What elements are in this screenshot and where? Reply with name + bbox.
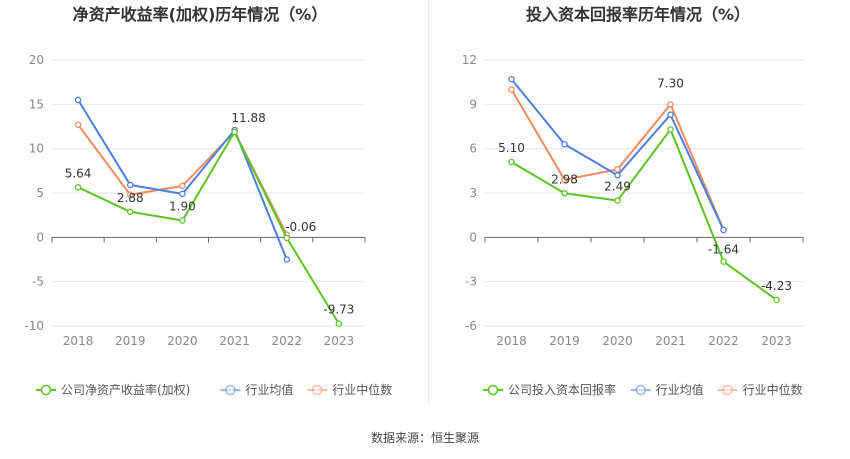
y-tick-label: -3 <box>465 275 477 289</box>
data-point <box>283 234 290 242</box>
data-point <box>720 226 727 234</box>
data-point <box>179 182 186 190</box>
y-tick-label: 5 <box>36 186 44 200</box>
legend-item[interactable]: 行业中位数 <box>332 382 392 397</box>
legend-marker <box>311 384 323 396</box>
data-source-footer: 数据来源：恒生聚源 <box>370 431 479 445</box>
x-tick-label: 2020 <box>602 334 633 348</box>
data-point <box>127 208 134 216</box>
y-tick-label: -6 <box>465 319 477 333</box>
data-point <box>561 176 568 183</box>
data-point <box>283 256 290 263</box>
data-point <box>667 126 674 133</box>
x-tick-label: 2018 <box>496 334 527 348</box>
data-point <box>74 121 82 128</box>
legend-item[interactable]: 行业均值 <box>656 382 704 397</box>
y-tick-label: 20 <box>29 53 44 67</box>
x-tick-label: 2020 <box>167 334 198 348</box>
y-tick-label: 6 <box>469 142 477 156</box>
x-tick-label: 2023 <box>324 334 355 348</box>
legend-marker <box>225 384 236 396</box>
data-point <box>74 96 82 104</box>
data-point <box>667 101 674 108</box>
y-tick-label: -5 <box>32 275 44 289</box>
y-tick-label: 15 <box>29 97 44 111</box>
x-tick-label: 2021 <box>655 334 686 348</box>
x-tick-label: 2019 <box>549 334 580 348</box>
legend-marker <box>722 384 733 396</box>
data-point <box>127 191 134 199</box>
data-label: 2.88 <box>117 191 144 205</box>
y-tick-label: 3 <box>469 186 477 200</box>
x-tick-label: 2023 <box>761 334 792 348</box>
y-tick-label: 10 <box>29 142 44 156</box>
legend-marker <box>487 384 499 396</box>
data-point <box>561 190 568 197</box>
data-point <box>127 181 134 189</box>
charts-canvas: 净资产收益率(加权)历年情况（%） -10 -5 0 5 10 15 20 2018 2019 20… <box>24 5 804 397</box>
data-label: 7.30 <box>657 76 684 90</box>
chart-title: 净资产收益率(加权)历年情况（%） <box>73 5 328 24</box>
legend-item[interactable]: 公司净资产收益率(加权) <box>61 382 190 397</box>
data-point <box>231 128 238 136</box>
data-point <box>561 140 568 148</box>
data-point <box>614 166 621 173</box>
data-label: 5.64 <box>65 166 92 180</box>
data-point <box>720 258 727 265</box>
data-point <box>74 184 82 191</box>
data-point <box>508 75 515 83</box>
x-tick-label: 2019 <box>115 334 146 348</box>
legend-item[interactable]: 公司投入资本回报率 <box>508 382 616 397</box>
x-tick-label: 2022 <box>271 334 302 348</box>
legend-item[interactable]: 行业中位数 <box>743 382 803 397</box>
x-tick-label: 2018 <box>63 334 94 348</box>
data-label: 11.88 <box>231 111 265 125</box>
y-tick-label: 0 <box>36 230 44 244</box>
data-point <box>335 320 343 327</box>
legend-item[interactable]: 行业均值 <box>245 382 293 397</box>
legend-marker <box>40 384 52 396</box>
data-label: -0.06 <box>285 220 316 234</box>
data-label: 1.90 <box>169 199 196 213</box>
series-line <box>510 127 778 301</box>
data-label: -1.64 <box>708 243 739 257</box>
data-point <box>667 111 674 118</box>
data-label: 2.98 <box>551 172 578 186</box>
data-point <box>773 296 780 304</box>
data-point <box>614 172 621 179</box>
data-label: 2.49 <box>604 180 631 194</box>
data-point <box>179 190 186 198</box>
data-point <box>614 197 621 204</box>
x-tick-label: 2021 <box>219 334 250 348</box>
y-tick-label: 9 <box>469 97 477 111</box>
data-point <box>508 158 515 166</box>
data-point <box>508 86 515 93</box>
series-line <box>77 129 340 325</box>
legend-marker <box>635 384 647 396</box>
x-tick-label: 2022 <box>708 334 739 348</box>
chart-title: 投入资本回报率历年情况（%） <box>526 5 750 24</box>
data-label: -4.23 <box>761 279 792 293</box>
panel-divider <box>428 0 429 405</box>
data-point <box>179 217 186 224</box>
y-tick-label: 12 <box>462 53 477 67</box>
data-label: -9.73 <box>323 303 354 317</box>
data-label: 5.10 <box>498 141 525 155</box>
y-tick-label: 0 <box>469 230 477 244</box>
y-tick-label: -10 <box>24 319 44 333</box>
